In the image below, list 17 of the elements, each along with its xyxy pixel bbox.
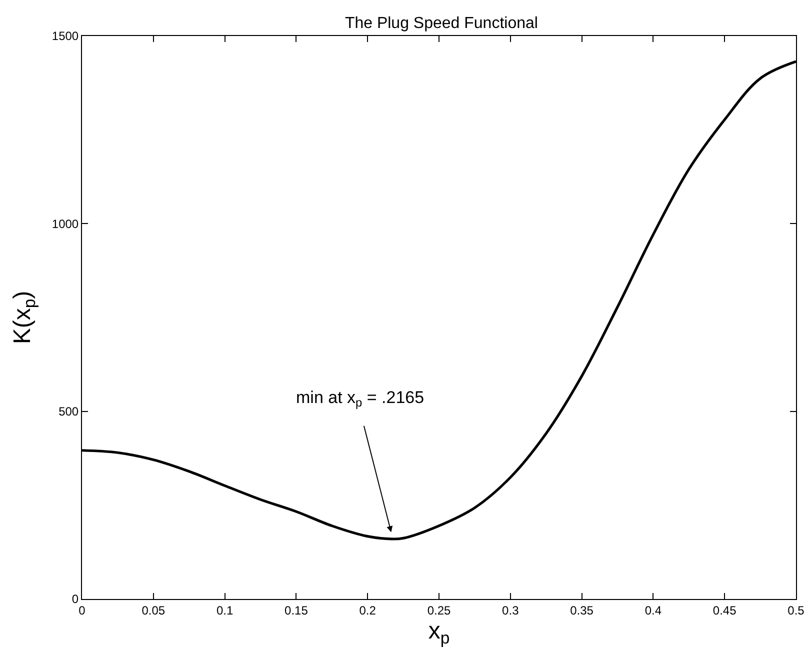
y-tick-label: 1500 bbox=[52, 29, 79, 44]
chart-title: The Plug Speed Functional bbox=[344, 14, 538, 32]
x-axis-title: x$_{p}$ bbox=[428, 617, 450, 648]
y-tick-label: 500 bbox=[58, 404, 79, 419]
x-tick-label: 0.2 bbox=[359, 603, 376, 618]
x-tick-label: 0.4 bbox=[644, 603, 662, 618]
x-tick-label: 0.15 bbox=[284, 603, 308, 618]
x-tick-label: 0.35 bbox=[570, 603, 594, 618]
x-tick-label: 0.5 bbox=[788, 603, 805, 618]
x-tick-label: 0.25 bbox=[427, 603, 451, 618]
x-tick-label: 0.05 bbox=[142, 603, 166, 618]
y-tick-label: 1000 bbox=[52, 216, 79, 231]
y-tick-label: 0 bbox=[72, 592, 79, 606]
x-tick-label: 0.1 bbox=[216, 603, 234, 618]
x-tick-label: 0.3 bbox=[502, 603, 520, 618]
annotation: min at x$_{p}$ = .2165 bbox=[296, 388, 424, 410]
x-tick-label: 0.45 bbox=[712, 603, 737, 618]
